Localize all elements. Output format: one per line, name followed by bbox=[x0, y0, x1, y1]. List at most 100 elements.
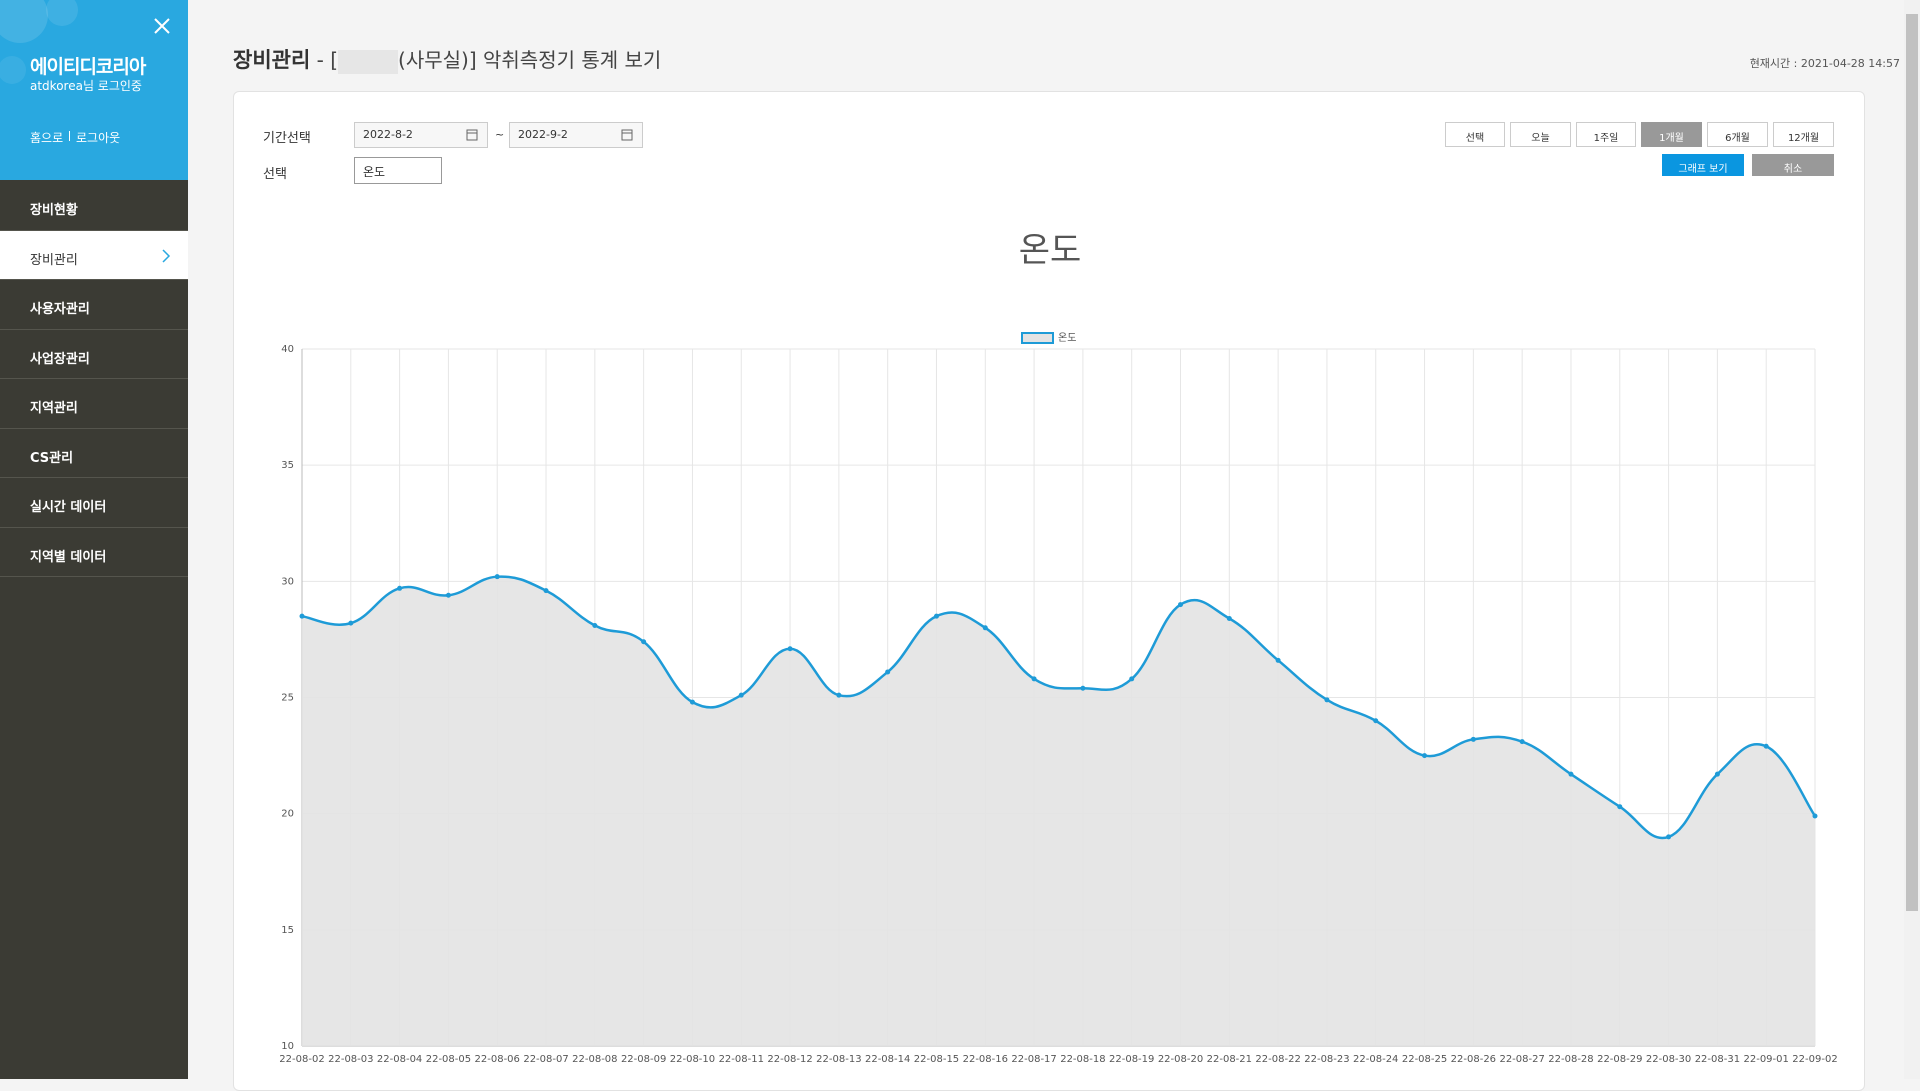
menu-item[interactable]: 지역별 데이터 bbox=[0, 528, 188, 577]
x-tick-label: 22-08-25 bbox=[1402, 1054, 1447, 1065]
point bbox=[787, 646, 793, 652]
point bbox=[543, 588, 549, 594]
chevron bbox=[162, 248, 171, 263]
x-tick-label: 22-08-27 bbox=[1499, 1054, 1544, 1065]
y-tick-label: 40 bbox=[281, 344, 294, 355]
point bbox=[1226, 616, 1232, 622]
point bbox=[1031, 676, 1037, 682]
period-label: 기간선택 bbox=[263, 131, 311, 146]
x-tick-label: 22-08-04 bbox=[377, 1054, 422, 1065]
page-header: 장비관리 - [ (사무실)] 악취측정기 통계 보기 bbox=[233, 44, 661, 74]
menu-item[interactable]: 장비관리 bbox=[0, 230, 188, 280]
point bbox=[1422, 753, 1428, 759]
header-prefix: - [ bbox=[316, 48, 339, 72]
end-date[interactable]: 2022-9-2 bbox=[509, 122, 643, 148]
x-tick-label: 22-08-23 bbox=[1304, 1054, 1349, 1065]
brand-name: 에이티디코리아 bbox=[30, 56, 146, 78]
x-tick-label: 22-08-12 bbox=[767, 1054, 812, 1065]
range-button[interactable]: 1개월 bbox=[1641, 122, 1702, 147]
menu-text: 장비관리 bbox=[30, 252, 78, 268]
range-button[interactable]: 6개월 bbox=[1707, 122, 1768, 147]
point bbox=[1129, 676, 1135, 682]
range-button[interactable]: 선택 bbox=[1445, 122, 1505, 147]
menu-item[interactable]: 실시간 데이터 bbox=[0, 478, 188, 528]
x-tick-label: 22-08-09 bbox=[621, 1054, 666, 1065]
scroll-thumb[interactable] bbox=[1906, 14, 1918, 911]
menu-item[interactable]: 사업장관리 bbox=[0, 330, 188, 379]
point bbox=[592, 622, 598, 628]
divider bbox=[69, 131, 70, 141]
y-tick-label: 20 bbox=[281, 809, 294, 820]
start-date[interactable]: 2022-8-2 bbox=[354, 122, 488, 148]
start-text: 2022-8-2 bbox=[363, 128, 413, 141]
x-tick-label: 22-08-19 bbox=[1109, 1054, 1154, 1065]
x-tick-label: 22-08-06 bbox=[475, 1054, 520, 1065]
point bbox=[982, 625, 988, 631]
sidebar: 에이티디코리아 atdkorea님 로그인중 홈으로 로그아웃 장비현황 장비관… bbox=[0, 0, 188, 1079]
view-button[interactable]: 그래프 보기 bbox=[1662, 154, 1744, 176]
point bbox=[494, 574, 500, 580]
x-tick-label: 22-09-01 bbox=[1743, 1054, 1788, 1065]
x-tick-label: 22-08-11 bbox=[719, 1054, 764, 1065]
x-tick-label: 22-08-16 bbox=[963, 1054, 1008, 1065]
home-link[interactable]: 홈으로 bbox=[30, 131, 64, 145]
legend-label: 온도 bbox=[1058, 332, 1076, 344]
point bbox=[299, 613, 305, 619]
x-tick-label: 22-08-15 bbox=[914, 1054, 959, 1065]
x-tick-label: 22-08-02 bbox=[279, 1054, 324, 1065]
current-time: 현재시간 : 2021-04-28 14:57 bbox=[1749, 57, 1900, 70]
range-button[interactable]: 12개월 bbox=[1773, 122, 1834, 147]
point bbox=[1763, 743, 1769, 749]
x-tick-label: 22-08-07 bbox=[523, 1054, 568, 1065]
date-sep: ~ bbox=[495, 128, 505, 141]
y-tick-label: 35 bbox=[281, 460, 294, 471]
point bbox=[1275, 657, 1281, 663]
menu-item[interactable]: 사용자관리 bbox=[0, 280, 188, 330]
x-tick-label: 22-08-08 bbox=[572, 1054, 617, 1065]
header-title: 장비관리 bbox=[233, 48, 311, 72]
x-tick-label: 22-08-22 bbox=[1255, 1054, 1300, 1065]
point bbox=[933, 613, 939, 619]
point bbox=[1666, 834, 1672, 840]
x-tick-label: 22-08-30 bbox=[1646, 1054, 1691, 1065]
point bbox=[1519, 739, 1525, 745]
x-tick-label: 22-08-31 bbox=[1695, 1054, 1740, 1065]
logout-link[interactable]: 로그아웃 bbox=[76, 131, 121, 145]
x-tick-label: 22-08-14 bbox=[865, 1054, 910, 1065]
close-icon[interactable] bbox=[154, 18, 170, 34]
header-suffix: (사무실)] 악취측정기 통계 보기 bbox=[398, 48, 662, 72]
user-status: atdkorea님 로그인중 bbox=[30, 79, 142, 93]
sensor-select[interactable]: 온도 bbox=[354, 157, 442, 184]
y-tick-label: 25 bbox=[281, 693, 294, 704]
point bbox=[348, 620, 354, 626]
menu-item[interactable]: CS관리 bbox=[0, 429, 188, 478]
point bbox=[1080, 685, 1086, 691]
cancel-button[interactable]: 취소 bbox=[1752, 154, 1834, 176]
x-tick-label: 22-08-26 bbox=[1451, 1054, 1496, 1065]
range-button[interactable]: 1주일 bbox=[1576, 122, 1636, 147]
point bbox=[1324, 697, 1330, 703]
y-tick-label: 15 bbox=[281, 925, 294, 936]
redacted bbox=[338, 49, 399, 74]
range-button[interactable]: 오늘 bbox=[1510, 122, 1571, 147]
menu-item[interactable]: 지역관리 bbox=[0, 379, 188, 429]
select-text: 온도 bbox=[363, 165, 386, 179]
point bbox=[689, 699, 695, 705]
point bbox=[1470, 736, 1476, 742]
x-tick-label: 22-08-20 bbox=[1158, 1054, 1203, 1065]
y-tick-label: 30 bbox=[281, 576, 294, 587]
x-tick-label: 22-08-17 bbox=[1011, 1054, 1056, 1065]
x-tick-label: 22-08-29 bbox=[1597, 1054, 1642, 1065]
line bbox=[301, 575, 1817, 840]
brand-decor bbox=[0, 0, 170, 84]
point bbox=[397, 585, 403, 591]
menu-item[interactable]: 장비현황 bbox=[0, 181, 188, 231]
point bbox=[836, 692, 842, 698]
select-label: 선택 bbox=[263, 167, 287, 182]
point bbox=[1617, 804, 1623, 810]
chart-title: 온도 bbox=[1019, 231, 1082, 271]
point bbox=[1373, 718, 1379, 724]
